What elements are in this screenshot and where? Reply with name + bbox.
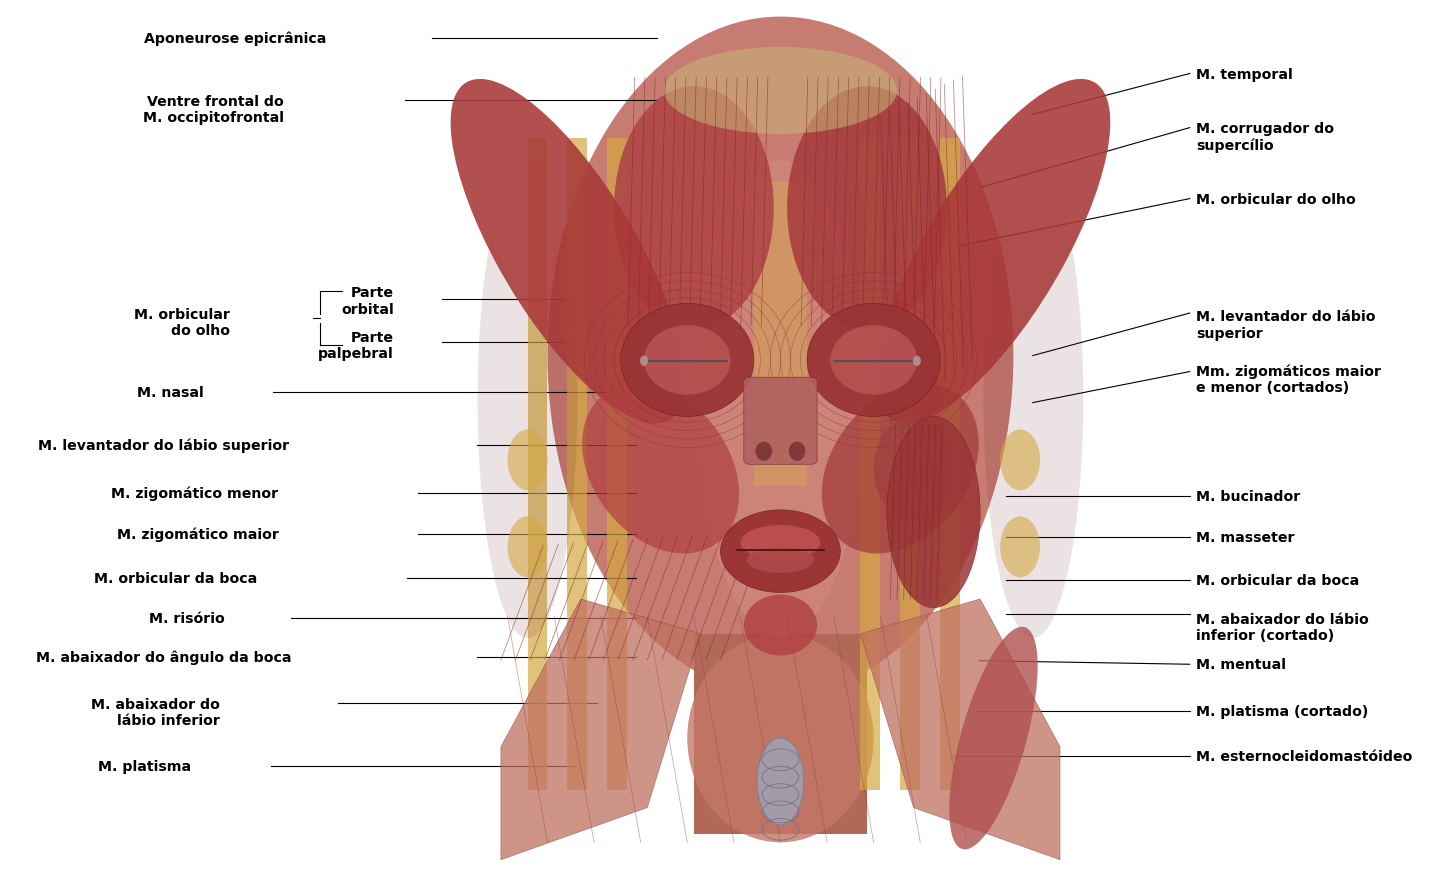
Ellipse shape: [757, 738, 804, 825]
Ellipse shape: [912, 356, 921, 367]
Bar: [607, 139, 627, 790]
Bar: [754, 183, 807, 486]
Ellipse shape: [508, 517, 547, 578]
Text: M. platisma: M. platisma: [98, 759, 191, 773]
Text: M. abaixador do
lábio inferior: M. abaixador do lábio inferior: [91, 697, 220, 727]
Ellipse shape: [756, 442, 772, 462]
Text: M. nasal: M. nasal: [136, 385, 203, 400]
Text: Ventre frontal do
M. occipitofrontal: Ventre frontal do M. occipitofrontal: [143, 95, 284, 125]
Text: M. temporal: M. temporal: [1196, 67, 1293, 82]
Ellipse shape: [640, 356, 649, 367]
Ellipse shape: [1001, 430, 1040, 491]
Text: M. zigomático menor: M. zigomático menor: [111, 486, 278, 501]
Text: M. orbicular da boca: M. orbicular da boca: [94, 571, 258, 586]
Ellipse shape: [450, 80, 685, 424]
Ellipse shape: [621, 304, 754, 417]
Ellipse shape: [721, 510, 840, 593]
Text: Parte
orbital: Parte orbital: [342, 286, 394, 316]
Ellipse shape: [876, 80, 1111, 424]
Ellipse shape: [688, 634, 873, 843]
Text: M. mentual: M. mentual: [1196, 657, 1286, 672]
Bar: [527, 139, 547, 790]
Ellipse shape: [547, 18, 1014, 695]
Ellipse shape: [478, 161, 578, 638]
Bar: [568, 139, 588, 790]
Polygon shape: [694, 634, 867, 834]
Text: M. orbicular da boca: M. orbicular da boca: [1196, 573, 1360, 587]
Text: M. levantador do lábio superior: M. levantador do lábio superior: [38, 439, 290, 453]
Bar: [860, 139, 880, 790]
Ellipse shape: [744, 595, 817, 656]
Ellipse shape: [788, 87, 947, 330]
Ellipse shape: [830, 326, 917, 395]
Ellipse shape: [740, 525, 821, 560]
Bar: [940, 139, 960, 790]
Text: M. abaixador do lábio
inferior (cortado): M. abaixador do lábio inferior (cortado): [1196, 612, 1370, 642]
Text: M. bucinador: M. bucinador: [1196, 489, 1300, 503]
Ellipse shape: [888, 417, 980, 608]
Text: M. orbicular do olho: M. orbicular do olho: [1196, 192, 1357, 206]
Text: M. orbicular
do olho: M. orbicular do olho: [135, 307, 230, 338]
Text: M. corrugador do
supercílio: M. corrugador do supercílio: [1196, 122, 1335, 152]
Ellipse shape: [582, 385, 738, 554]
Bar: [447, 9, 1114, 877]
Polygon shape: [860, 599, 1060, 859]
Ellipse shape: [665, 48, 896, 135]
Ellipse shape: [508, 430, 547, 491]
Text: Mm. zigomáticos maior
e menor (cortados): Mm. zigomáticos maior e menor (cortados): [1196, 364, 1381, 394]
Text: M. platisma (cortado): M. platisma (cortado): [1196, 704, 1368, 719]
Text: Aponeurose epicrânica: Aponeurose epicrânica: [145, 32, 327, 46]
Bar: [901, 139, 921, 790]
Text: M. zigomático maior: M. zigomático maior: [117, 527, 278, 541]
Text: Parte
palpebral: Parte palpebral: [319, 330, 394, 361]
FancyBboxPatch shape: [744, 377, 817, 465]
Ellipse shape: [807, 304, 940, 417]
Ellipse shape: [983, 161, 1083, 638]
Ellipse shape: [789, 442, 805, 462]
Text: M. levantador do lábio
superior: M. levantador do lábio superior: [1196, 310, 1376, 340]
Ellipse shape: [644, 326, 731, 395]
Ellipse shape: [698, 161, 863, 638]
Ellipse shape: [614, 87, 773, 330]
Text: M. esternocleidomastóideo: M. esternocleidomastóideo: [1196, 749, 1413, 763]
Ellipse shape: [1001, 517, 1040, 578]
Text: M. masseter: M. masseter: [1196, 531, 1295, 545]
Ellipse shape: [747, 548, 814, 573]
Text: M. risório: M. risório: [149, 611, 224, 626]
Polygon shape: [501, 599, 701, 859]
Ellipse shape: [822, 385, 979, 554]
Text: M. abaixador do ângulo da boca: M. abaixador do ângulo da boca: [36, 650, 292, 664]
Ellipse shape: [873, 417, 954, 521]
Ellipse shape: [950, 627, 1038, 850]
